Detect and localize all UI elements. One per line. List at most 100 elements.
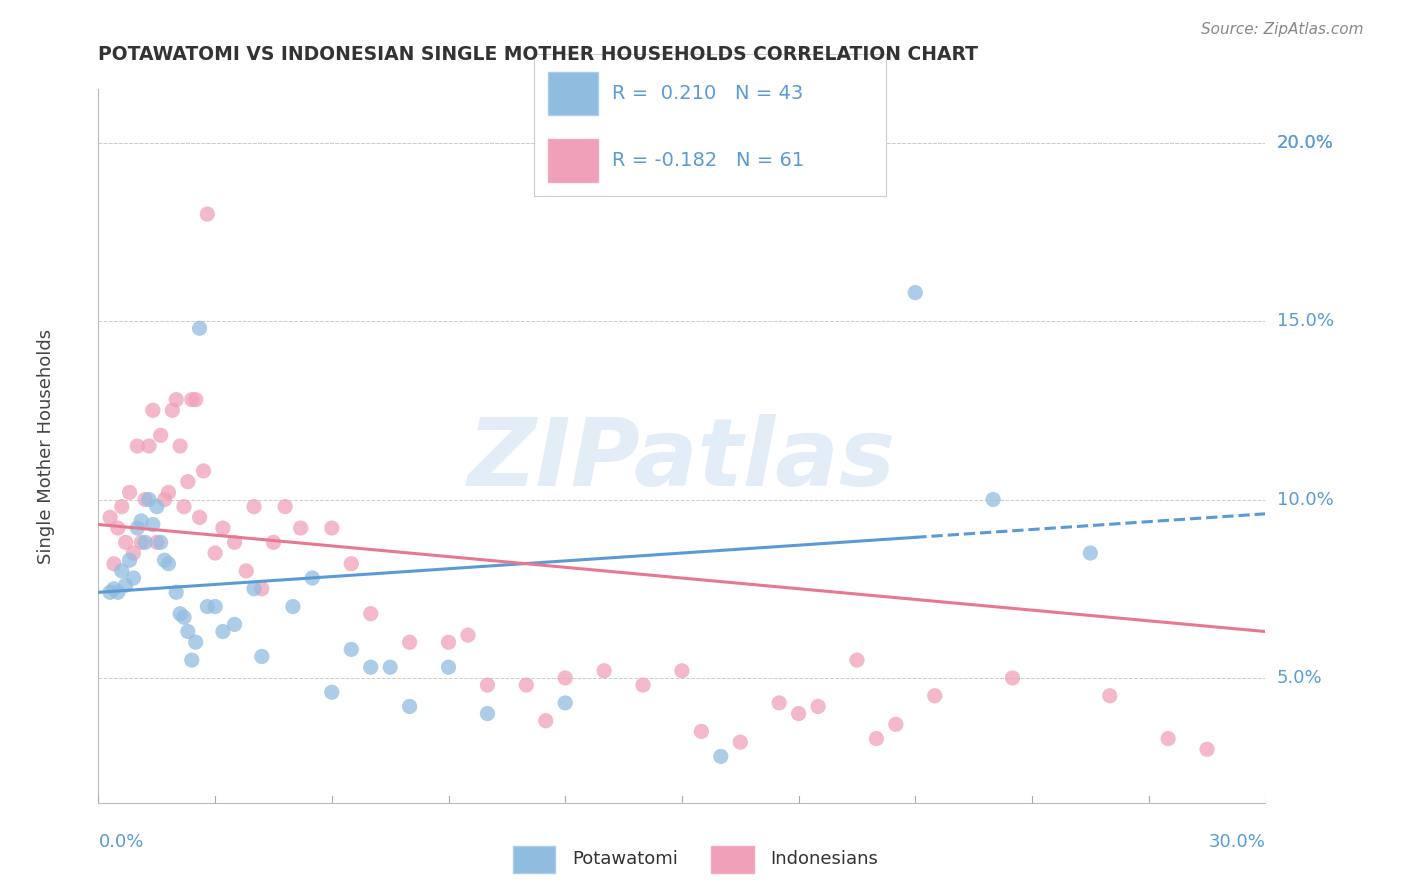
Point bbox=[195, 599, 218, 614]
Point bbox=[138, 439, 160, 453]
Point bbox=[103, 557, 125, 571]
Point bbox=[398, 635, 420, 649]
Point bbox=[153, 492, 176, 507]
FancyBboxPatch shape bbox=[548, 72, 598, 115]
Point bbox=[107, 585, 129, 599]
Point bbox=[173, 500, 195, 514]
Text: Single Mother Households: Single Mother Households bbox=[37, 328, 55, 564]
Point bbox=[398, 699, 420, 714]
Point bbox=[250, 582, 273, 596]
Point bbox=[807, 699, 830, 714]
Point bbox=[1195, 742, 1218, 756]
Point bbox=[243, 582, 266, 596]
Point bbox=[437, 660, 460, 674]
Point bbox=[380, 660, 402, 674]
Point bbox=[243, 500, 266, 514]
Point bbox=[1157, 731, 1180, 746]
Point bbox=[904, 285, 927, 300]
Point bbox=[122, 571, 145, 585]
Point bbox=[274, 500, 297, 514]
Point bbox=[149, 428, 172, 442]
Point bbox=[884, 717, 907, 731]
Point bbox=[169, 607, 191, 621]
Point bbox=[340, 642, 363, 657]
Point bbox=[138, 492, 160, 507]
Point bbox=[169, 439, 191, 453]
Point bbox=[122, 546, 145, 560]
Point bbox=[846, 653, 869, 667]
Point bbox=[157, 557, 180, 571]
Point bbox=[593, 664, 616, 678]
Point bbox=[457, 628, 479, 642]
Point bbox=[437, 635, 460, 649]
Text: 10.0%: 10.0% bbox=[1277, 491, 1333, 508]
Text: 0.0%: 0.0% bbox=[98, 833, 143, 851]
Point bbox=[554, 696, 576, 710]
Point bbox=[142, 517, 165, 532]
Point bbox=[515, 678, 537, 692]
Point bbox=[127, 439, 149, 453]
Text: R = -0.182   N = 61: R = -0.182 N = 61 bbox=[612, 151, 804, 170]
Point bbox=[340, 557, 363, 571]
Point bbox=[1098, 689, 1121, 703]
Point bbox=[768, 696, 790, 710]
Point bbox=[865, 731, 887, 746]
Point bbox=[157, 485, 180, 500]
Point bbox=[204, 546, 226, 560]
Point bbox=[162, 403, 184, 417]
Point bbox=[1001, 671, 1024, 685]
Point bbox=[165, 585, 187, 599]
Point bbox=[193, 464, 215, 478]
Point bbox=[134, 535, 156, 549]
Point bbox=[710, 749, 733, 764]
Point bbox=[98, 585, 121, 599]
Point bbox=[360, 607, 382, 621]
Point bbox=[290, 521, 312, 535]
Point bbox=[149, 535, 172, 549]
Text: 5.0%: 5.0% bbox=[1277, 669, 1322, 687]
Text: ZIPatlas: ZIPatlas bbox=[468, 414, 896, 507]
Point bbox=[184, 635, 207, 649]
Point bbox=[281, 599, 304, 614]
Point bbox=[477, 706, 499, 721]
Point bbox=[224, 617, 246, 632]
Point bbox=[321, 521, 343, 535]
Point bbox=[188, 510, 211, 524]
Point bbox=[477, 678, 499, 692]
Point bbox=[212, 624, 235, 639]
FancyBboxPatch shape bbox=[711, 847, 754, 873]
Point bbox=[534, 714, 557, 728]
Point bbox=[107, 521, 129, 535]
Point bbox=[114, 578, 136, 592]
Point bbox=[188, 321, 211, 335]
Point bbox=[153, 553, 176, 567]
Point bbox=[180, 392, 202, 407]
Point bbox=[204, 599, 226, 614]
Text: Potawatomi: Potawatomi bbox=[572, 849, 678, 868]
Point bbox=[118, 485, 141, 500]
Text: POTAWATOMI VS INDONESIAN SINGLE MOTHER HOUSEHOLDS CORRELATION CHART: POTAWATOMI VS INDONESIAN SINGLE MOTHER H… bbox=[98, 45, 979, 63]
Point bbox=[301, 571, 323, 585]
Point bbox=[146, 500, 169, 514]
Point bbox=[554, 671, 576, 685]
Point bbox=[195, 207, 218, 221]
Point bbox=[1080, 546, 1102, 560]
Point bbox=[250, 649, 273, 664]
Point bbox=[129, 514, 152, 528]
Text: Source: ZipAtlas.com: Source: ZipAtlas.com bbox=[1201, 22, 1364, 37]
Point bbox=[129, 535, 152, 549]
Point bbox=[173, 610, 195, 624]
Text: 20.0%: 20.0% bbox=[1277, 134, 1333, 152]
Text: R =  0.210   N = 43: R = 0.210 N = 43 bbox=[612, 84, 803, 103]
Point bbox=[235, 564, 257, 578]
Point bbox=[730, 735, 752, 749]
Point bbox=[212, 521, 235, 535]
Point bbox=[360, 660, 382, 674]
Point bbox=[787, 706, 810, 721]
Point bbox=[924, 689, 946, 703]
Point bbox=[134, 492, 156, 507]
Point bbox=[111, 500, 134, 514]
Text: 30.0%: 30.0% bbox=[1209, 833, 1265, 851]
Point bbox=[224, 535, 246, 549]
Point bbox=[180, 653, 202, 667]
